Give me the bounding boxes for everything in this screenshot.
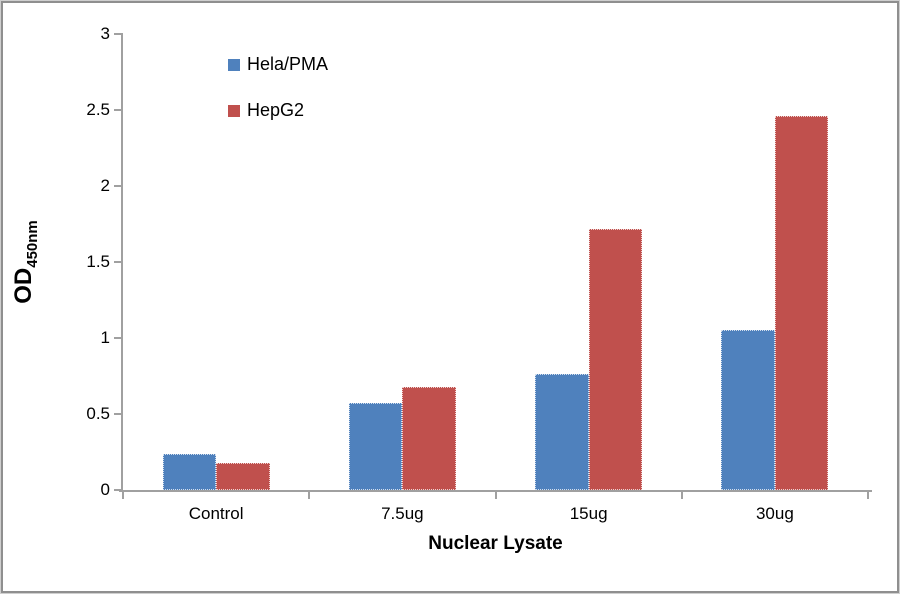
legend-swatch-hela-pma — [228, 58, 240, 71]
legend-swatch-hepg2 — [228, 104, 240, 117]
bar-hepg2-15ug — [588, 228, 643, 490]
legend-item-hepg2: HepG2 — [228, 101, 328, 120]
bar-hepg2-control — [216, 462, 270, 490]
y-tick-mark — [114, 33, 121, 35]
y-tick-label-1-5: 1.5 — [86, 252, 110, 271]
bar-hela-pma-30ug — [721, 330, 775, 490]
y-tick-label-1: 1 — [100, 328, 110, 347]
x-tick-mark — [494, 492, 497, 499]
legend: Hela/PMA HepG2 — [228, 55, 328, 147]
y-tick-label-3: 3 — [100, 24, 110, 43]
bar-hela-pma-15ug — [535, 374, 589, 490]
y-tick-label-0-5: 0.5 — [86, 404, 110, 423]
y-tick-mark — [114, 109, 121, 111]
x-tick-mark — [122, 492, 124, 499]
x-category-label-30ug: 30ug — [755, 504, 794, 523]
y-tick-mark — [114, 261, 121, 263]
y-tick-label-2: 2 — [100, 176, 110, 195]
bar-hela-pma-7-5ug — [348, 403, 403, 490]
y-tick-label-2-5: 2.5 — [86, 100, 110, 119]
x-category-label-7-5ug: 7.5ug — [381, 504, 424, 523]
y-tick-mark — [114, 489, 121, 491]
y-tick-mark — [114, 185, 121, 187]
y-axis — [121, 33, 123, 492]
legend-label-hela-pma: Hela/PMA — [247, 54, 329, 74]
bar-hepg2-30ug — [774, 116, 829, 490]
x-category-label-control: Control — [188, 504, 244, 523]
x-tick-mark — [680, 492, 683, 499]
y-tick-mark — [114, 337, 121, 339]
y-axis-title-main: OD — [10, 267, 37, 304]
x-tick-mark — [867, 492, 869, 499]
y-axis-title-subscript: 450nm — [23, 220, 41, 268]
bar-hepg2-7-5ug — [402, 386, 456, 490]
x-tick-mark — [308, 492, 311, 499]
y-tick-label-0: 0 — [100, 480, 110, 499]
legend-label-hepg2: HepG2 — [247, 100, 305, 120]
y-axis-title: OD450nm — [10, 162, 50, 362]
y-tick-mark — [114, 413, 121, 415]
x-axis-title: Nuclear Lysate — [428, 533, 563, 554]
x-axis — [119, 490, 872, 492]
x-category-label-15ug: 15ug — [569, 504, 608, 523]
bar-hela-pma-control — [162, 453, 217, 490]
legend-item-hela-pma: Hela/PMA — [228, 55, 328, 74]
